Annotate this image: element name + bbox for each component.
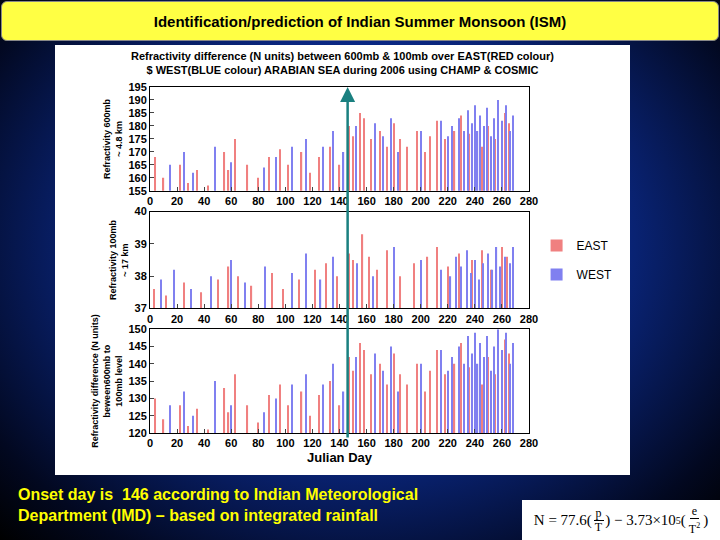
svg-text:40: 40 xyxy=(135,205,147,217)
svg-text:60: 60 xyxy=(225,437,237,449)
svg-text:135: 135 xyxy=(128,375,146,387)
svg-text:140: 140 xyxy=(128,358,146,370)
html-text:e: e xyxy=(691,503,698,518)
svg-text:40: 40 xyxy=(198,313,210,325)
svg-text:40: 40 xyxy=(198,437,210,449)
svg-text:240: 240 xyxy=(466,313,484,325)
svg-text:200: 200 xyxy=(412,437,430,449)
svg-text:Refractivity 600mb~ 4.8 km: Refractivity 600mb~ 4.8 km xyxy=(102,98,124,179)
svg-text:100: 100 xyxy=(276,313,294,325)
svg-text:145: 145 xyxy=(128,340,146,352)
svg-text:180: 180 xyxy=(384,437,402,449)
svg-text:100: 100 xyxy=(276,195,294,207)
svg-text:80: 80 xyxy=(252,313,264,325)
svg-text:155: 155 xyxy=(128,185,146,197)
svg-text:160: 160 xyxy=(357,195,375,207)
svg-text:175: 175 xyxy=(128,133,146,145)
svg-text:20: 20 xyxy=(171,313,183,325)
svg-text:140: 140 xyxy=(330,313,348,325)
svg-text:140: 140 xyxy=(330,437,348,449)
svg-text:160: 160 xyxy=(128,172,146,184)
svg-text:60: 60 xyxy=(225,195,237,207)
svg-text:220: 220 xyxy=(439,313,457,325)
svg-text:180: 180 xyxy=(128,120,146,132)
svg-text:280: 280 xyxy=(520,313,538,325)
svg-text:120: 120 xyxy=(303,313,321,325)
svg-text:200: 200 xyxy=(412,313,430,325)
svg-text:Refractivity difference (N uni: Refractivity difference (N units) betwee… xyxy=(131,50,554,76)
svg-text:260: 260 xyxy=(493,437,511,449)
svg-text:280: 280 xyxy=(520,195,538,207)
svg-text:40: 40 xyxy=(198,195,210,207)
svg-text:160: 160 xyxy=(357,437,375,449)
html-text:T) − 3.73×10: T) − 3.73×10 xyxy=(594,511,676,534)
html-text:Identification/prediction of I: Identification/prediction of Indian Summ… xyxy=(153,12,567,30)
svg-text:185: 185 xyxy=(128,107,146,119)
svg-text:39: 39 xyxy=(135,238,147,250)
svg-text:280: 280 xyxy=(520,437,538,449)
svg-text:200: 200 xyxy=(412,195,430,207)
svg-text:160: 160 xyxy=(357,313,375,325)
svg-text:125: 125 xyxy=(128,410,146,422)
svg-text:20: 20 xyxy=(171,437,183,449)
svg-text:WEST: WEST xyxy=(577,268,612,282)
svg-text:180: 180 xyxy=(384,313,402,325)
html-text:5(: 5( xyxy=(675,511,686,528)
svg-text:260: 260 xyxy=(493,195,511,207)
svg-text:Refractivity difference (N uni: Refractivity difference (N units)beween6… xyxy=(90,314,123,448)
svg-text:100: 100 xyxy=(276,437,294,449)
svg-text:140: 140 xyxy=(330,195,348,207)
svg-text:80: 80 xyxy=(252,437,264,449)
svg-text:130: 130 xyxy=(128,392,146,404)
svg-text:240: 240 xyxy=(466,437,484,449)
svg-text:60: 60 xyxy=(225,313,237,325)
svg-text:0: 0 xyxy=(147,313,153,325)
svg-text:195: 195 xyxy=(128,81,146,93)
svg-text:37: 37 xyxy=(135,302,147,314)
svg-text:170: 170 xyxy=(128,146,146,158)
svg-text:EAST: EAST xyxy=(577,239,609,253)
svg-text:165: 165 xyxy=(128,159,146,171)
svg-text:Julian Day: Julian Day xyxy=(307,450,373,465)
svg-text:Refractivity 100mb~ 17 km: Refractivity 100mb~ 17 km xyxy=(108,219,130,300)
svg-text:38: 38 xyxy=(135,270,147,282)
svg-text:150: 150 xyxy=(128,323,146,335)
html-text:T2): T2) xyxy=(688,511,709,536)
html-text:N = 77.6( p: N = 77.6( p xyxy=(533,505,602,528)
svg-text:240: 240 xyxy=(466,195,484,207)
svg-text:180: 180 xyxy=(384,195,402,207)
svg-text:120: 120 xyxy=(303,195,321,207)
svg-text:190: 190 xyxy=(128,94,146,106)
svg-text:80: 80 xyxy=(252,195,264,207)
html-text:Onset day is 146 according to: Onset day is 146 according to Indian Met… xyxy=(18,486,419,524)
svg-text:20: 20 xyxy=(171,195,183,207)
svg-text:220: 220 xyxy=(439,437,457,449)
svg-text:120: 120 xyxy=(303,437,321,449)
svg-text:260: 260 xyxy=(493,313,511,325)
svg-text:220: 220 xyxy=(439,195,457,207)
svg-text:120: 120 xyxy=(128,427,146,439)
svg-text:0: 0 xyxy=(147,195,153,207)
svg-text:0: 0 xyxy=(147,437,153,449)
